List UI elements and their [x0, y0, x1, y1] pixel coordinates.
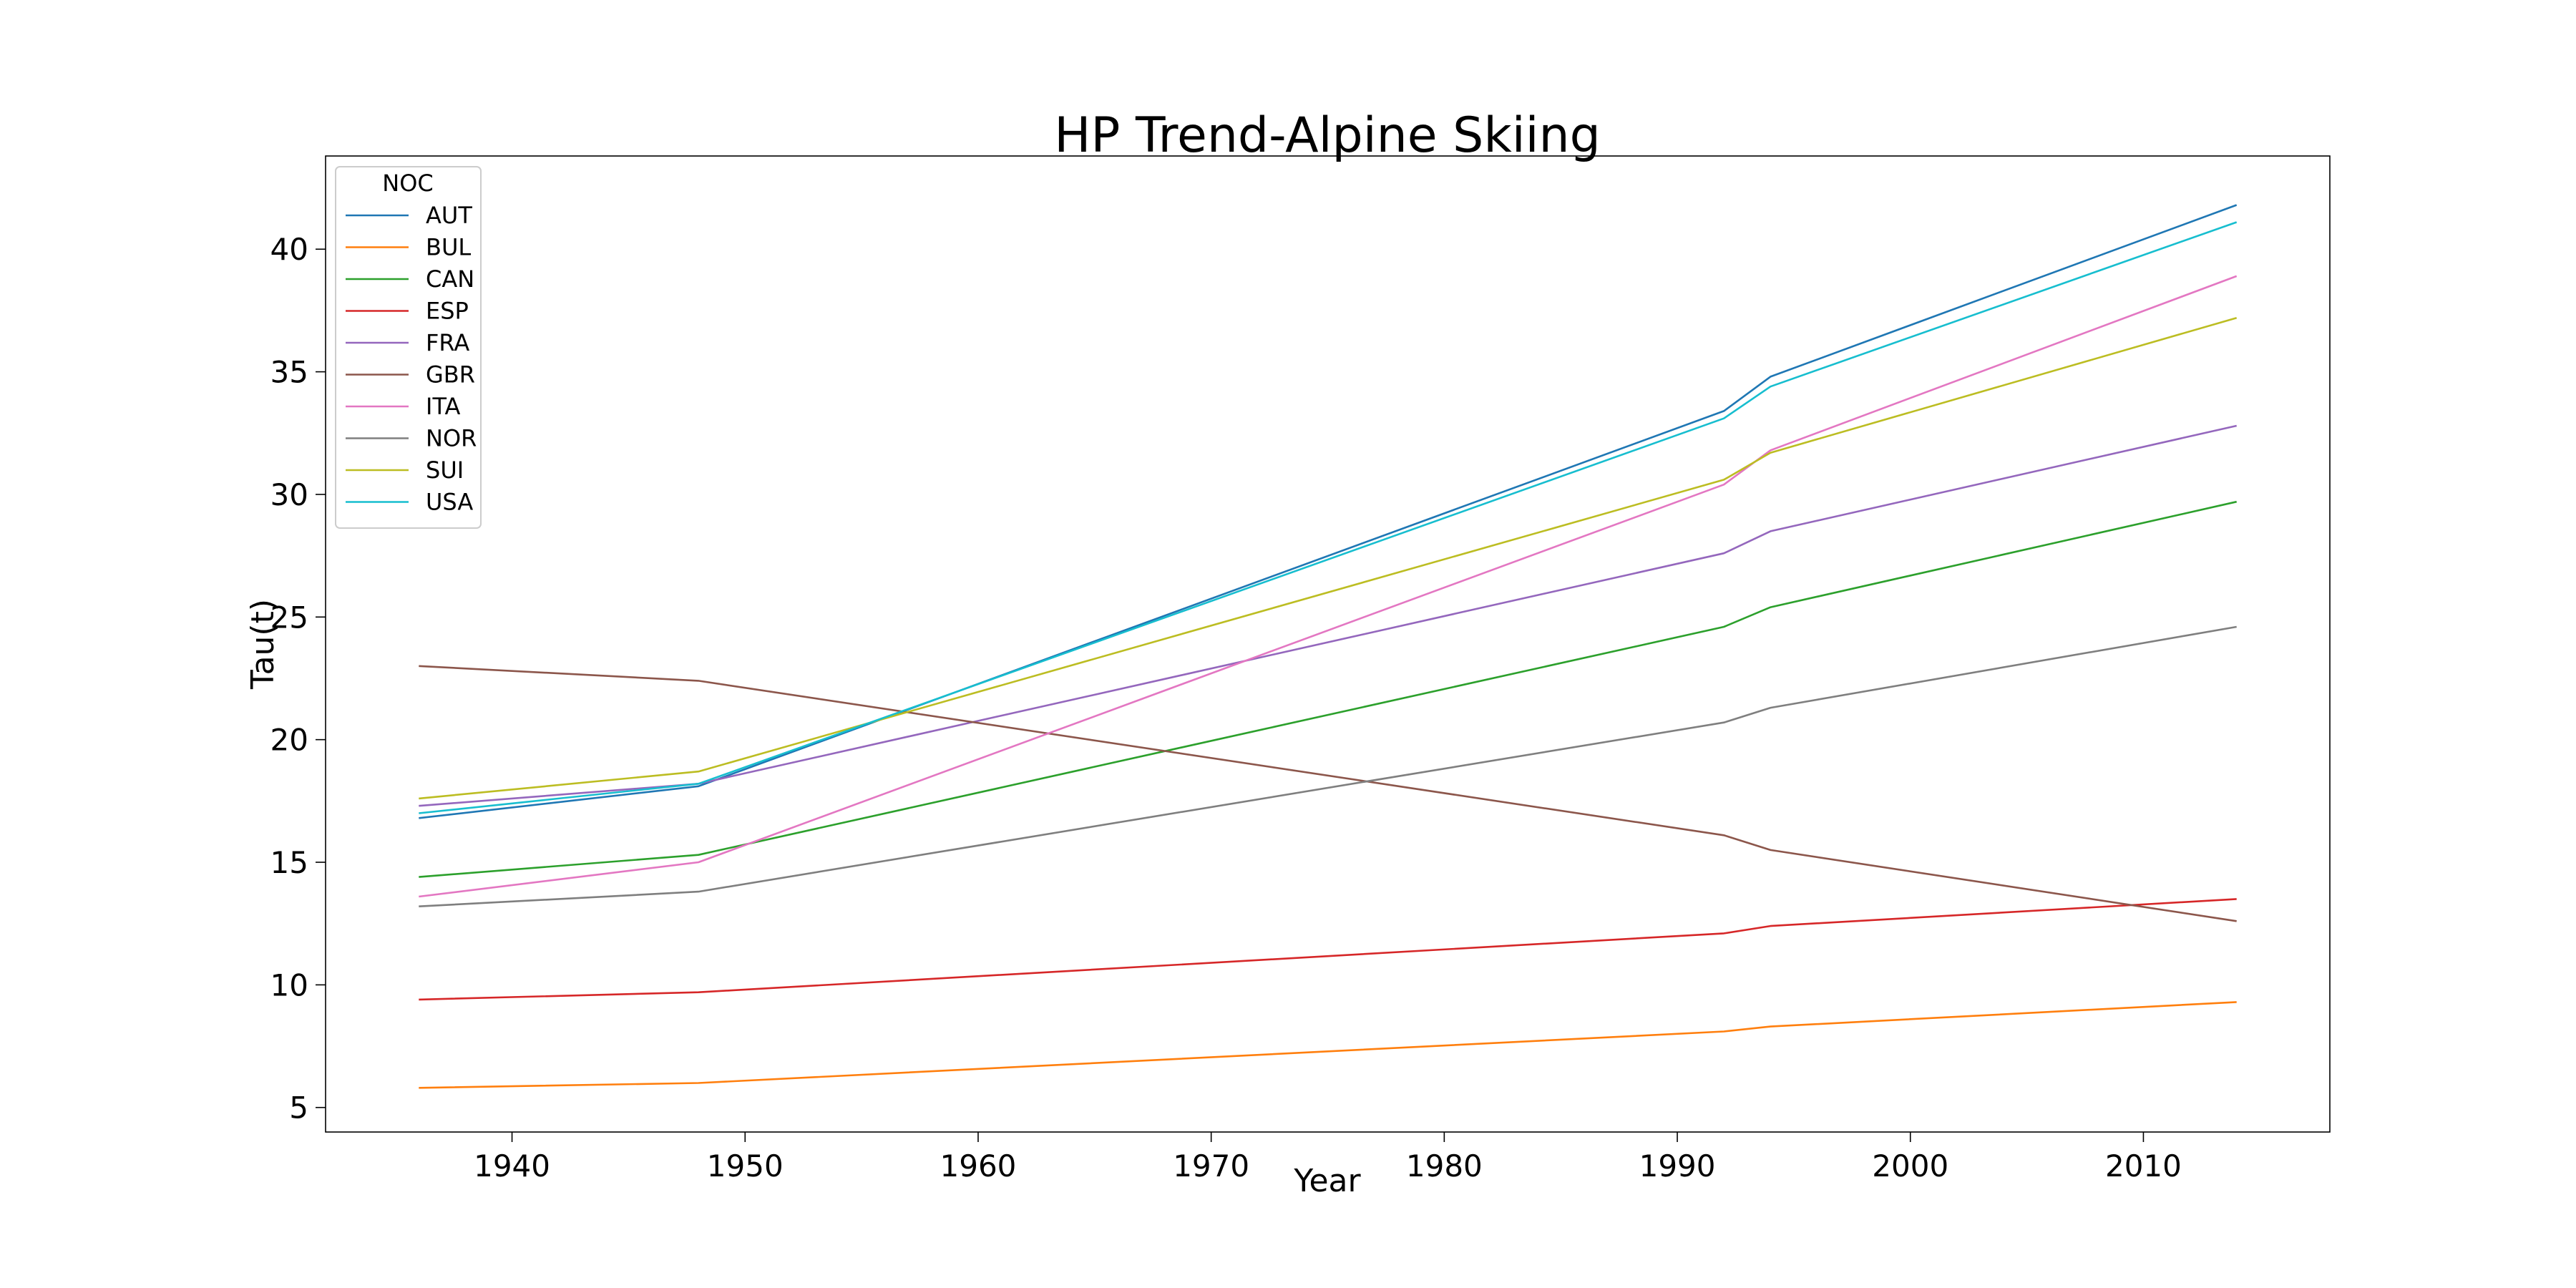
legend-label-bul: BUL: [426, 234, 471, 261]
y-tick-label: 40: [270, 232, 308, 267]
y-tick-label: 5: [289, 1091, 308, 1126]
x-tick-label: 2010: [2105, 1148, 2182, 1184]
y-tick-label: 10: [270, 967, 308, 1002]
chart-title: HP Trend-Alpine Skiing: [1054, 107, 1601, 164]
legend-label-aut: AUT: [426, 202, 472, 229]
series-line-nor: [419, 625, 2237, 907]
series-line-gbr: [419, 665, 2237, 922]
series-line-can: [419, 500, 2237, 878]
series-line-esp: [419, 898, 2237, 1001]
x-tick-label: 1990: [1639, 1148, 1716, 1184]
x-tick-label: 2000: [1872, 1148, 1948, 1184]
legend-label-nor: NOR: [426, 425, 477, 452]
series-line-fra: [419, 424, 2237, 807]
plot-frame: [325, 155, 2331, 1133]
legend: NOC AUT BUL CAN ESP FRA GBR ITA NOR SUI USA: [335, 166, 482, 529]
axis-ticks: 1940 1950 1960 1970 1980 1990 2000 2010 5 10 15 20 2…: [270, 232, 2182, 1184]
legend-label-usa: USA: [426, 489, 473, 516]
y-axis-label: Tau(t): [245, 599, 281, 690]
legend-label-esp: ESP: [426, 298, 469, 325]
x-tick-label: 1960: [940, 1148, 1017, 1184]
y-tick-label: 30: [270, 477, 308, 512]
legend-label-ita: ITA: [426, 393, 461, 420]
y-tick-label: 20: [270, 723, 308, 758]
y-tick-label: 25: [270, 600, 308, 635]
legend-label-fra: FRA: [426, 329, 469, 356]
legend-label-sui: SUI: [426, 457, 464, 484]
plot-area: [325, 155, 2331, 1133]
x-tick-label: 1980: [1406, 1148, 1483, 1184]
legend-label-gbr: GBR: [426, 361, 475, 389]
x-tick-label: 1970: [1173, 1148, 1249, 1184]
x-tick-label: 1940: [474, 1148, 550, 1184]
series-line-bul: [419, 1001, 2237, 1089]
series-line-sui: [419, 316, 2238, 800]
series-line-ita: [419, 275, 2238, 898]
legend-label-can: CAN: [426, 265, 474, 293]
x-axis-label: Year: [1293, 1163, 1361, 1199]
x-tick-label: 1950: [707, 1148, 784, 1184]
series-line-aut: [419, 204, 2238, 819]
y-tick-label: 15: [270, 845, 308, 880]
series-line-usa: [419, 221, 2238, 814]
y-tick-label: 35: [270, 355, 308, 390]
legend-title: NOC: [382, 170, 433, 197]
